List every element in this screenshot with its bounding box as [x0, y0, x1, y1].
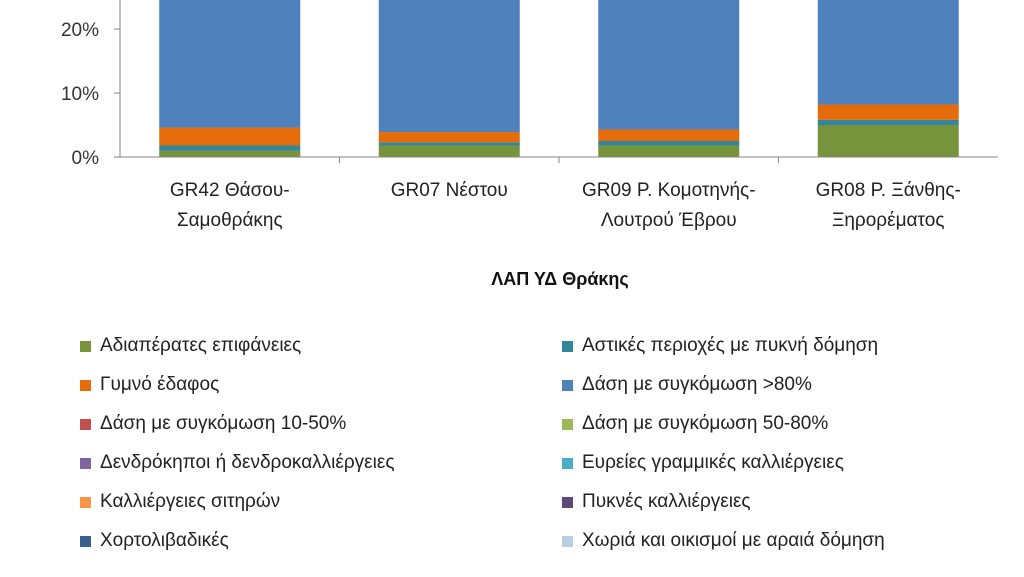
bar-segment [598, 145, 740, 157]
legend-label: Πυκνές καλλιέργειες [582, 491, 751, 512]
legend-label: Γυμνό έδαφος [100, 374, 220, 395]
y-tick-label: 0% [72, 148, 100, 169]
bar-segment [378, 145, 520, 157]
bar-segment [378, 132, 520, 143]
legend-item: Γυμνό έδαφος [80, 372, 219, 398]
legend-item: Χορτολιβαδικές [80, 528, 229, 554]
legend-item: Δάση με συγκόμωση 50-80% [562, 411, 828, 437]
legend-item: Αδιαπέρατες επιφάνειες [80, 333, 301, 359]
bar-segment [378, 142, 520, 146]
legend-swatch [562, 496, 573, 508]
legend-swatch [562, 340, 573, 352]
legend-swatch [80, 418, 91, 430]
category-label: GR08 Ρ. Ξάνθης-Ξηρορέματος [816, 180, 961, 231]
legend-label: Δάση με συγκόμωση 50-80% [582, 413, 829, 434]
legend-item: Καλλιέργειες σιτηρών [80, 489, 280, 515]
legend-swatch [80, 340, 91, 352]
legend-item: Πυκνές καλλιέργειες [562, 489, 751, 515]
bar-segment [817, 119, 959, 125]
category-label: GR42 Θάσου-Σαμοθράκης [170, 180, 290, 231]
legend-item: Ευρείες γραμμικές καλλιέργειες [562, 450, 844, 476]
bar-segment [817, 125, 959, 157]
legend-swatch [562, 379, 573, 391]
legend-swatch [80, 379, 91, 391]
legend-swatch [80, 535, 91, 547]
legend-item: Δενδρόκηποι ή δενδροκαλλιέργειες [80, 450, 395, 476]
bar-segment [598, 0, 740, 130]
legend-item: Χωριά και οικισμοί με αραιά δόμηση [562, 528, 885, 554]
bar-segment [598, 141, 740, 146]
category-label: GR09 Ρ. Κομοτηνής-Λουτρού Έβρου [582, 180, 756, 231]
bar-segment [159, 150, 301, 157]
legend-label: Αδιαπέρατες επιφάνειες [100, 335, 302, 356]
x-axis-title: ΛΑΠ ΥΔ Θράκης [491, 269, 629, 289]
bar-segment [817, 0, 959, 105]
category-label: GR07 Νέστου [391, 180, 508, 201]
legend-label: Δάση με συγκόμωση >80% [582, 374, 812, 395]
bar-segment [159, 127, 301, 146]
legend-label: Ευρείες γραμμικές καλλιέργειες [582, 452, 844, 473]
legend-label: Δενδρόκηποι ή δενδροκαλλιέργειες [100, 452, 395, 473]
bar-segment [159, 145, 301, 151]
y-tick-label: 20% [61, 20, 99, 41]
legend-label: Χορτολιβαδικές [100, 530, 229, 551]
bar-segment [817, 104, 959, 120]
legend-swatch [562, 535, 573, 547]
legend-swatch [562, 457, 573, 469]
bar-segment [378, 0, 520, 133]
bar-segment [598, 129, 740, 141]
legend-item: Δάση με συγκόμωση >80% [562, 372, 812, 398]
y-tick-label: 10% [61, 84, 99, 105]
legend-label: Αστικές περιοχές με πυκνή δόμηση [582, 335, 879, 356]
legend-label: Καλλιέργειες σιτηρών [100, 491, 281, 512]
bar-segment [159, 0, 301, 128]
legend-swatch [80, 496, 91, 508]
legend-label: Χωριά και οικισμοί με αραιά δόμηση [582, 530, 885, 551]
legend-swatch [562, 418, 573, 430]
legend-item: Δάση με συγκόμωση 10-50% [80, 411, 346, 437]
legend-swatch [80, 457, 91, 469]
legend-label: Δάση με συγκόμωση 10-50% [100, 413, 347, 434]
legend-item: Αστικές περιοχές με πυκνή δόμηση [562, 333, 878, 359]
